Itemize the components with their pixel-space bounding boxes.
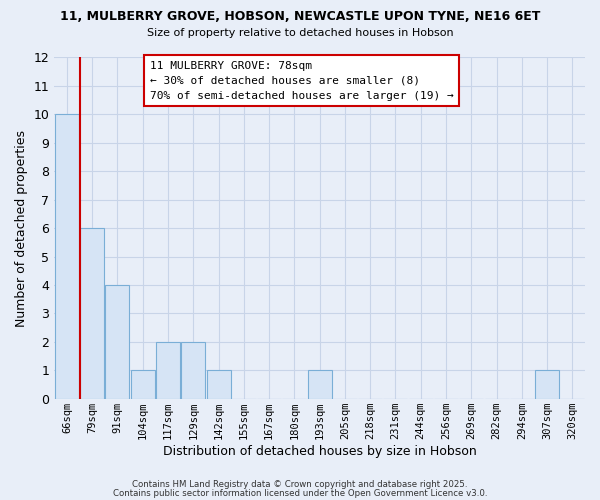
Text: Contains public sector information licensed under the Open Government Licence v3: Contains public sector information licen… bbox=[113, 489, 487, 498]
Bar bbox=[131, 370, 155, 398]
Bar bbox=[80, 228, 104, 398]
Bar bbox=[55, 114, 79, 399]
Y-axis label: Number of detached properties: Number of detached properties bbox=[15, 130, 28, 326]
Text: Size of property relative to detached houses in Hobson: Size of property relative to detached ho… bbox=[146, 28, 454, 38]
Text: 11, MULBERRY GROVE, HOBSON, NEWCASTLE UPON TYNE, NE16 6ET: 11, MULBERRY GROVE, HOBSON, NEWCASTLE UP… bbox=[60, 10, 540, 23]
Text: 11 MULBERRY GROVE: 78sqm
← 30% of detached houses are smaller (8)
70% of semi-de: 11 MULBERRY GROVE: 78sqm ← 30% of detach… bbox=[150, 61, 454, 100]
Bar bbox=[308, 370, 332, 398]
Text: Contains HM Land Registry data © Crown copyright and database right 2025.: Contains HM Land Registry data © Crown c… bbox=[132, 480, 468, 489]
Bar bbox=[156, 342, 180, 398]
X-axis label: Distribution of detached houses by size in Hobson: Distribution of detached houses by size … bbox=[163, 444, 476, 458]
Bar bbox=[535, 370, 559, 398]
Bar bbox=[106, 285, 130, 399]
Bar bbox=[181, 342, 205, 398]
Bar bbox=[206, 370, 230, 398]
